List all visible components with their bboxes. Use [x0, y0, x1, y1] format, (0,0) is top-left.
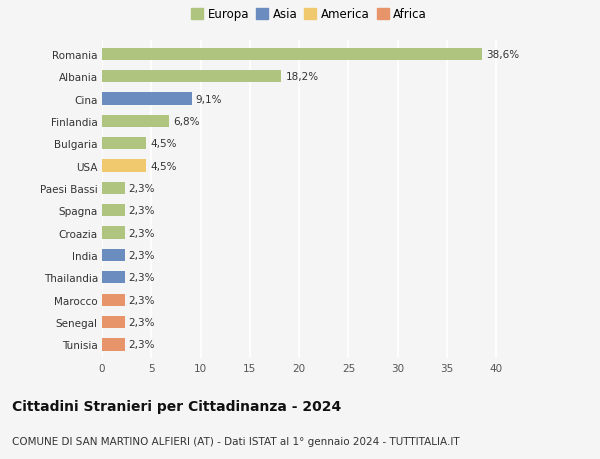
Text: 18,2%: 18,2% — [286, 72, 319, 82]
Bar — [102, 116, 169, 128]
Bar — [102, 272, 125, 284]
Bar — [102, 93, 192, 106]
Text: 2,3%: 2,3% — [128, 340, 155, 350]
Bar — [102, 160, 146, 172]
Bar — [102, 294, 125, 306]
Bar — [102, 316, 125, 329]
Text: Cittadini Stranieri per Cittadinanza - 2024: Cittadini Stranieri per Cittadinanza - 2… — [12, 399, 341, 413]
Bar — [102, 227, 125, 239]
Bar — [102, 71, 281, 83]
Bar — [102, 205, 125, 217]
Bar — [102, 49, 482, 61]
Text: 4,5%: 4,5% — [151, 161, 177, 171]
Text: 9,1%: 9,1% — [196, 94, 222, 104]
Text: 2,3%: 2,3% — [128, 295, 155, 305]
Text: 2,3%: 2,3% — [128, 251, 155, 260]
Text: 2,3%: 2,3% — [128, 206, 155, 216]
Text: 2,3%: 2,3% — [128, 317, 155, 327]
Text: 2,3%: 2,3% — [128, 273, 155, 283]
Legend: Europa, Asia, America, Africa: Europa, Asia, America, Africa — [188, 6, 430, 24]
Bar — [102, 249, 125, 262]
Bar — [102, 138, 146, 150]
Text: 6,8%: 6,8% — [173, 117, 199, 127]
Bar — [102, 338, 125, 351]
Bar — [102, 182, 125, 195]
Text: 2,3%: 2,3% — [128, 228, 155, 238]
Text: 2,3%: 2,3% — [128, 184, 155, 194]
Text: 4,5%: 4,5% — [151, 139, 177, 149]
Text: 38,6%: 38,6% — [487, 50, 520, 60]
Text: COMUNE DI SAN MARTINO ALFIERI (AT) - Dati ISTAT al 1° gennaio 2024 - TUTTITALIA.: COMUNE DI SAN MARTINO ALFIERI (AT) - Dat… — [12, 436, 460, 446]
